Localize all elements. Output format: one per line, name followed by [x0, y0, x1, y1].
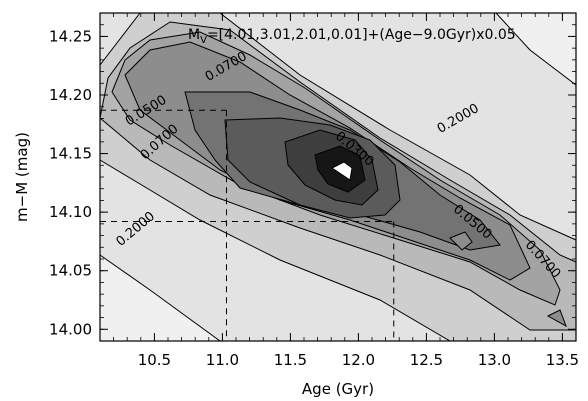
contour-island-corner: [546, 309, 567, 328]
annotation-rest: =[4.01,3.01,2.01,0.01]+(Age−9.0Gyr)x0.05: [207, 27, 516, 43]
model-annotation: MV=[4.01,3.01,2.01,0.01]+(Age−9.0Gyr)x0.…: [188, 27, 516, 46]
x-tick-label: 12.0: [342, 351, 375, 369]
x-tick-label: 10.5: [138, 351, 171, 369]
contour-island-lower-right: [449, 231, 473, 251]
y-axis-title: m−M (mag): [13, 132, 31, 222]
x-tick-label: 12.5: [410, 351, 443, 369]
y-tick-label: 14.20: [49, 86, 92, 104]
y-tick-label: 14.15: [49, 145, 92, 163]
y-tick-label: 14.05: [49, 262, 92, 280]
confidence-lines: [100, 109, 395, 341]
x-axis: 10.5 11.0 11.5 12.0 12.5 13.0 13.5: [113, 13, 579, 369]
x-tick-label: 13.5: [546, 351, 579, 369]
annotation-prefix: M: [188, 27, 200, 43]
x-tick-label: 13.0: [478, 351, 511, 369]
y-tick-label: 14.00: [49, 320, 92, 338]
y-tick-label: 14.25: [49, 27, 92, 45]
best-fit-peak: [331, 161, 353, 181]
x-axis-title: Age (Gyr): [302, 380, 374, 398]
x-tick-label: 11.5: [274, 351, 307, 369]
contour-regions: [99, 12, 577, 342]
annotation-subscript: V: [200, 35, 207, 46]
x-tick-label: 11.0: [206, 351, 239, 369]
y-axis: 14.00 14.05 14.10 14.15 14.20 14.25: [49, 12, 576, 338]
y-tick-label: 14.10: [49, 203, 92, 221]
